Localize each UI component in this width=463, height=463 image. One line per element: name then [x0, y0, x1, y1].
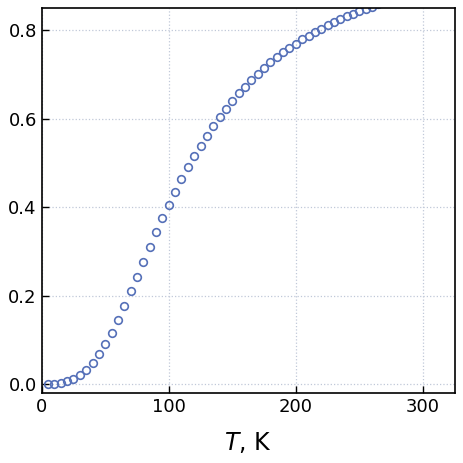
X-axis label: $\it{T}$, K: $\it{T}$, K — [225, 430, 272, 455]
